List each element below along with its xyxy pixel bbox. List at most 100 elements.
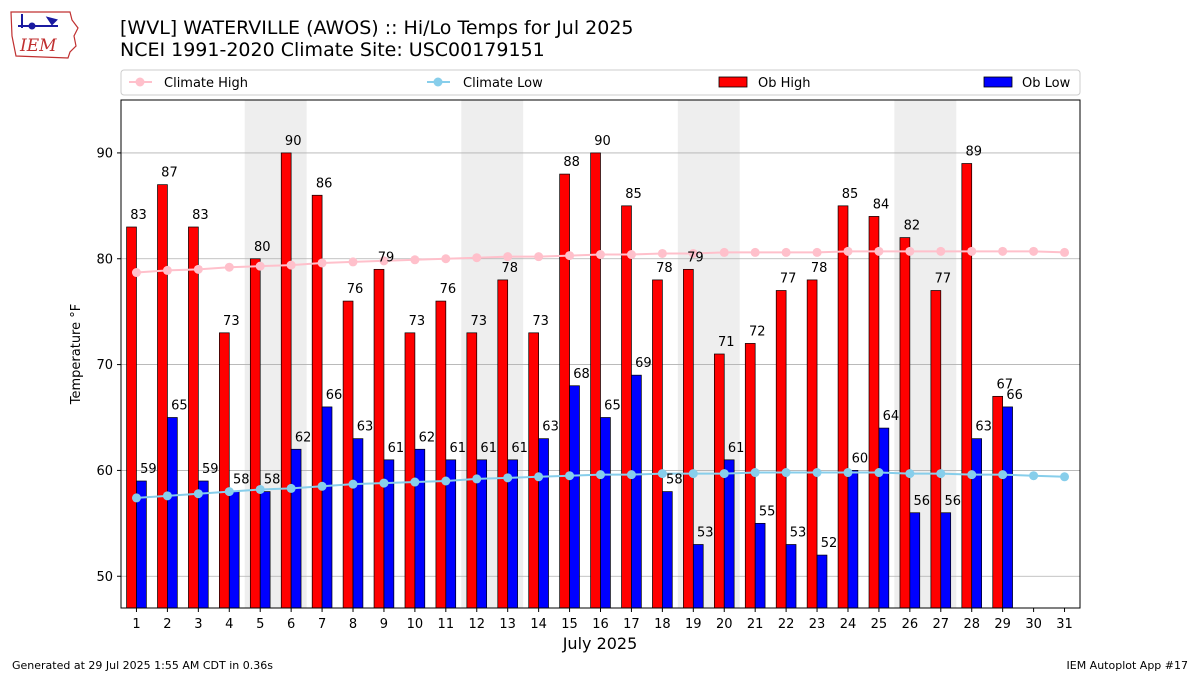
legend: Climate High Climate Low Ob High Ob Low — [120, 69, 1081, 96]
ob-low-value-label: 65 — [604, 399, 621, 414]
ob-low-value-label: 63 — [542, 420, 559, 435]
climate-low-marker — [379, 478, 389, 488]
ob-low-value-label: 63 — [357, 420, 374, 435]
climate-high-marker — [131, 268, 141, 278]
ob-low-bar — [785, 544, 797, 609]
climate-low-marker — [874, 468, 884, 478]
x-tick-label: 13 — [499, 617, 516, 632]
climate-low-marker — [224, 487, 234, 497]
legend-box — [120, 69, 1081, 96]
legend-ob-high-swatch — [718, 76, 748, 88]
ob-high-bar — [806, 279, 818, 609]
climate-low-marker — [503, 473, 513, 483]
ob-high-value-label: 76 — [347, 282, 364, 297]
y-tick-label: 60 — [96, 464, 113, 479]
ob-low-bar — [228, 491, 240, 609]
climate-low-marker — [441, 476, 451, 486]
ob-low-bar — [167, 417, 178, 609]
climate-low-marker — [626, 470, 636, 480]
ob-high-bar — [157, 184, 168, 609]
legend-climate-high-label: Climate High — [164, 76, 248, 91]
ob-high-value-label: 77 — [935, 272, 952, 287]
ob-high-value-label: 88 — [563, 155, 580, 170]
climate-low-marker — [410, 477, 420, 487]
ob-low-bar — [352, 438, 364, 609]
ob-low-value-label: 65 — [171, 399, 188, 414]
y-axis-label: Temperature °F — [69, 304, 84, 405]
climate-low-marker — [812, 468, 822, 478]
climate-low-marker — [781, 468, 791, 478]
climate-low-marker — [534, 472, 544, 482]
climate-low-marker — [688, 469, 698, 479]
ob-high-bar — [961, 163, 973, 609]
ob-high-value-label: 72 — [749, 324, 766, 339]
ob-high-bar — [683, 268, 694, 609]
ob-low-value-label: 68 — [573, 367, 590, 382]
ob-low-bar — [878, 427, 890, 609]
x-tick-label: 18 — [654, 617, 671, 632]
climate-low-marker — [472, 474, 482, 484]
x-tick-label: 6 — [287, 617, 295, 632]
ob-low-value-label: 66 — [1006, 388, 1023, 403]
ob-high-value-label: 71 — [718, 335, 735, 350]
ob-low-bar — [538, 438, 549, 609]
chart-subtitle: NCEI 1991-2020 Climate Site: USC00179151 — [120, 39, 545, 61]
chart-title: [WVL] WATERVILLE (AWOS) :: Hi/Lo Temps f… — [120, 17, 634, 39]
ob-high-bar — [559, 173, 570, 609]
ob-low-value-label: 56 — [914, 494, 931, 509]
ob-high-value-label: 86 — [316, 176, 333, 191]
climate-low-marker — [719, 469, 729, 479]
ob-low-bar — [692, 544, 704, 609]
ob-high-value-label: 89 — [966, 145, 983, 160]
legend-ob-low-label: Ob Low — [1022, 76, 1071, 91]
climate-high-marker — [967, 246, 977, 256]
ob-high-value-label: 79 — [378, 250, 395, 265]
ob-low-value-label: 59 — [202, 462, 219, 477]
ob-high-value-label: 73 — [532, 314, 549, 329]
climate-high-marker — [534, 252, 544, 262]
ob-high-bar — [435, 300, 447, 609]
ob-low-bar — [197, 480, 209, 609]
ob-high-bar — [899, 237, 911, 609]
ob-low-value-label: 60 — [852, 451, 869, 466]
ob-low-bar — [847, 470, 859, 609]
climate-low-marker — [193, 489, 203, 499]
climate-low-marker — [565, 471, 575, 481]
x-tick-label: 28 — [963, 617, 980, 632]
x-tick-label: 23 — [809, 617, 826, 632]
ob-high-value-label: 77 — [780, 272, 797, 287]
climate-high-marker — [596, 250, 605, 260]
ob-low-bar — [816, 554, 828, 609]
climate-high-marker — [379, 256, 389, 266]
legend-climate-low-marker — [433, 77, 443, 87]
x-tick-label: 30 — [1025, 617, 1042, 632]
climate-low-marker — [750, 468, 760, 478]
ob-low-bar — [754, 522, 766, 609]
climate-low-marker — [286, 483, 296, 493]
ob-high-value-label: 85 — [842, 187, 859, 202]
x-tick-label: 25 — [871, 617, 888, 632]
ob-high-value-label: 85 — [625, 187, 642, 202]
climate-high-marker — [286, 260, 296, 270]
ob-high-value-label: 73 — [409, 314, 426, 329]
ob-high-value-label: 83 — [130, 208, 147, 223]
climate-high-marker — [503, 252, 513, 262]
ob-low-bar — [631, 374, 642, 609]
ob-high-bar — [528, 332, 539, 609]
climate-high-marker — [905, 246, 915, 256]
x-tick-label: 29 — [994, 617, 1011, 632]
ob-low-bar — [723, 459, 735, 609]
ob-low-value-label: 64 — [883, 409, 900, 424]
x-tick-label: 10 — [407, 617, 424, 632]
legend-ob-low-swatch — [983, 76, 1013, 88]
ob-low-bar — [321, 406, 333, 609]
x-tick-label: 12 — [468, 617, 485, 632]
ob-low-value-label: 61 — [388, 441, 405, 456]
climate-high-marker — [688, 248, 698, 258]
ob-low-value-label: 66 — [326, 388, 343, 403]
x-tick-label: 20 — [716, 617, 733, 632]
climate-high-marker — [750, 247, 760, 257]
ob-low-bar — [909, 512, 921, 609]
ob-high-bar — [652, 279, 663, 609]
ob-high-value-label: 67 — [996, 377, 1013, 392]
